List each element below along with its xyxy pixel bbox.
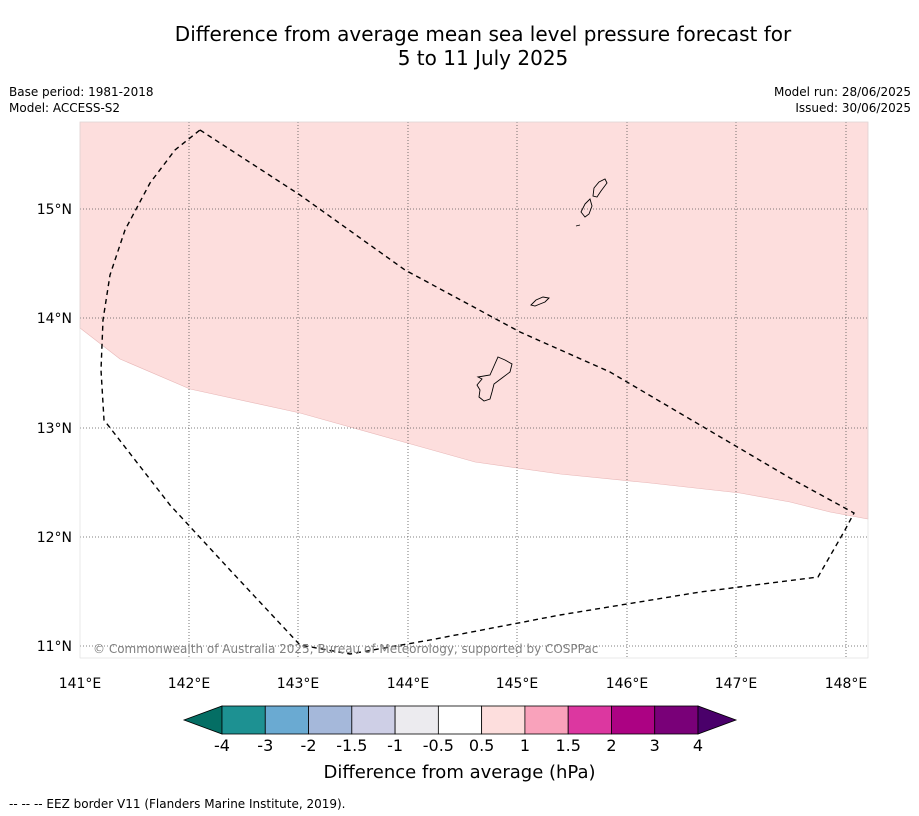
island-saipan	[592, 178, 608, 198]
colorbar-tick-label: 3	[649, 736, 660, 755]
colorbar-segment	[481, 705, 526, 735]
base-period: Base period: 1981-2018	[9, 85, 154, 99]
colorbar-segment	[567, 705, 612, 735]
colorbar-tick-label: -4	[214, 736, 230, 755]
meta-right: Model run: 28/06/2025 Issued: 30/06/2025	[774, 84, 911, 116]
colorbar-segment	[221, 705, 266, 735]
islands	[476, 178, 608, 402]
colorbar-extend-low	[182, 705, 223, 735]
lon-label-144: 144°E	[387, 676, 430, 692]
lon-label-146: 146°E	[606, 676, 649, 692]
island-tinian	[580, 198, 593, 218]
lon-label-142: 142°E	[168, 676, 211, 692]
colorbar-segment	[437, 705, 483, 735]
eez-legend-note: -- -- -- EEZ border V11 (Flanders Marine…	[9, 797, 346, 811]
title-line-1: Difference from average mean sea level p…	[174, 22, 792, 46]
colorbar-segment	[308, 705, 353, 735]
anomaly-region	[79, 121, 869, 520]
colorbar-segment	[611, 705, 656, 735]
colorbar-segment	[394, 705, 439, 735]
lat-label-13n: 13°N	[37, 421, 72, 437]
island-aguijan	[575, 224, 581, 227]
colorbar-tick-label: 1	[519, 736, 530, 755]
colorbar-tick-label: -2	[300, 736, 317, 755]
lon-label-148: 148°E	[825, 676, 868, 692]
colorbar-tick-labels: -4 -3 -2 -1.5 -1 -0.5 0.5 1 1.5 2 3 4	[0, 736, 919, 756]
colorbar-tick-label: 0.5	[468, 736, 495, 755]
colorbar-tick-label: 2	[606, 736, 617, 755]
lon-label-143: 143°E	[277, 676, 320, 692]
chart-title: Difference from average mean sea level p…	[0, 22, 919, 70]
island-rota	[530, 296, 550, 307]
colorbar-tick-label: -1.5	[336, 736, 368, 755]
lat-label-11n: 11°N	[37, 639, 72, 655]
model-run: Model run: 28/06/2025	[773, 85, 911, 99]
island-guam	[476, 356, 513, 402]
colorbar-segment	[351, 705, 396, 735]
meta-left: Base period: 1981-2018 Model: ACCESS-S2	[9, 84, 154, 116]
model-name: Model: ACCESS-S2	[9, 101, 121, 115]
copyright-text: © Commonwealth of Australia 2025, Bureau…	[93, 642, 598, 656]
title-line-2: 5 to 11 July 2025	[397, 46, 569, 70]
lon-labels: 141°E 142°E 143°E 144°E 145°E 146°E 147°…	[59, 676, 868, 692]
lon-label-147: 147°E	[715, 676, 758, 692]
lon-label-145: 145°E	[496, 676, 539, 692]
lat-label-15n: 15°N	[37, 202, 72, 218]
colorbar-extend-high	[697, 705, 738, 735]
gridlines	[80, 122, 868, 658]
colorbar-tick-label: 1.5	[555, 736, 581, 755]
colorbar-tick-label: -1	[387, 736, 404, 755]
eez-border	[100, 129, 855, 655]
colorbar-tick-label: 4	[692, 736, 704, 755]
colorbar-segment	[264, 705, 309, 735]
colorbar-segment	[524, 705, 569, 735]
colorbar-title: Difference from average (hPa)	[323, 762, 596, 783]
colorbar	[182, 705, 738, 735]
colorbar-tick-label: -0.5	[422, 736, 454, 755]
colorbar-tick-label: -3	[257, 736, 274, 755]
map-frame	[79, 121, 869, 659]
lat-label-12n: 12°N	[37, 530, 72, 546]
lon-label-141: 141°E	[59, 676, 102, 692]
lat-label-14n: 14°N	[37, 311, 72, 327]
issued-date: Issued: 30/06/2025	[795, 101, 911, 115]
lat-labels: 15°N 14°N 13°N 12°N 11°N	[37, 202, 72, 655]
colorbar-segment	[654, 705, 699, 735]
